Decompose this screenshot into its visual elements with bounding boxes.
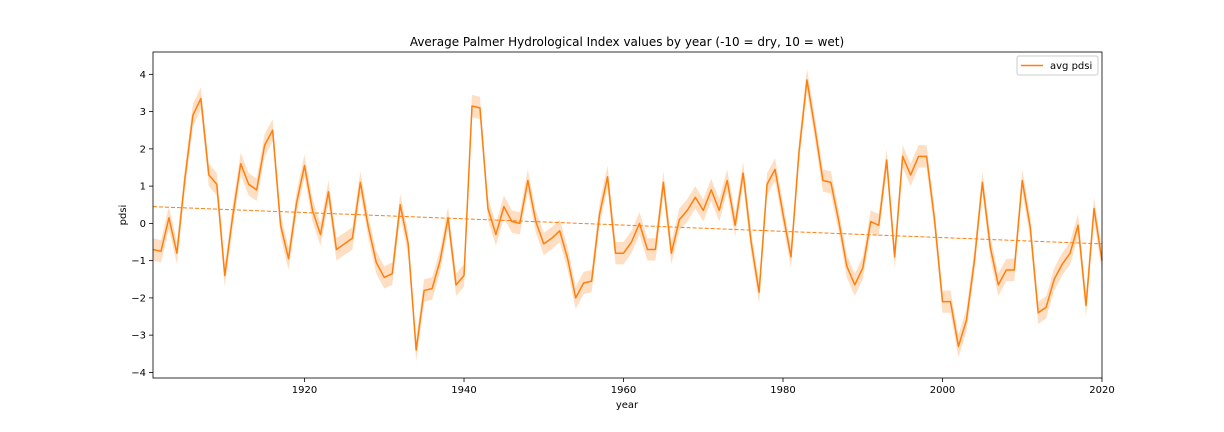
y-tick-label: 0	[140, 219, 146, 230]
x-axis-label: year	[616, 400, 639, 411]
y-tick-label: −4	[131, 368, 146, 379]
y-tick-label: 1	[140, 182, 146, 193]
x-tick-label: 1980	[770, 385, 795, 396]
trend-line	[152, 206, 1103, 245]
legend-label: avg pdsi	[1050, 61, 1092, 72]
x-tick-label: 2000	[930, 385, 955, 396]
y-axis-label: pdsi	[118, 205, 129, 226]
x-tick-label: 1920	[292, 385, 317, 396]
y-tick-label: 4	[140, 70, 146, 81]
legend: avg pdsi	[1016, 55, 1099, 76]
x-tick-label: 1940	[451, 385, 476, 396]
y-tick-label: −3	[131, 331, 146, 342]
axes: 1920 1940 1960 1980 2000 2020 −4 −3 −2 −1 0 1 2 3 4	[131, 70, 1114, 396]
y-tick-label: 3	[140, 107, 146, 118]
legend-box	[1016, 55, 1099, 76]
series-line-avg-pdsi	[152, 79, 1103, 351]
x-tick-label: 2020	[1089, 385, 1114, 396]
y-tick-label: 2	[140, 144, 146, 155]
plot-frame	[152, 51, 1103, 379]
chart-title: Average Palmer Hydrological Index values…	[410, 35, 844, 49]
x-tick-label: 1960	[611, 385, 636, 396]
plot-area	[152, 68, 1103, 362]
y-tick-label: −1	[131, 256, 146, 267]
y-tick-label: −2	[131, 293, 146, 304]
